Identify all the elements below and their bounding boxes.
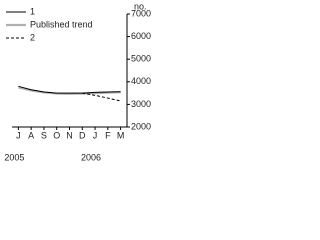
y-tick-label: 5000 (131, 54, 151, 64)
x-tick-label: D (79, 130, 86, 140)
x-tick-label: S (41, 130, 47, 140)
legend-label: Published trend (30, 19, 93, 29)
series-line (82, 92, 121, 102)
x-tick-label: J (16, 130, 21, 140)
y-tick-label: 2000 (131, 121, 151, 131)
y-axis-label: no. (134, 1, 147, 11)
year-label: 2005 (4, 152, 24, 162)
x-tick-label: M (117, 130, 125, 140)
y-tick-label: 4000 (131, 76, 151, 86)
x-tick-label: N (66, 130, 73, 140)
series-line (18, 85, 121, 94)
x-tick-label: A (28, 130, 34, 140)
year-label: 2006 (81, 152, 101, 162)
y-tick-label: 3000 (131, 99, 151, 109)
x-tick-label: O (53, 130, 60, 140)
y-tick-label: 7000 (131, 8, 151, 18)
x-tick-label: J (93, 130, 98, 140)
y-tick-label: 6000 (131, 31, 151, 41)
x-tick-label: F (105, 130, 111, 140)
legend-label: 1 (30, 6, 35, 16)
legend-label: 2 (30, 32, 35, 42)
series-line (18, 86, 121, 95)
